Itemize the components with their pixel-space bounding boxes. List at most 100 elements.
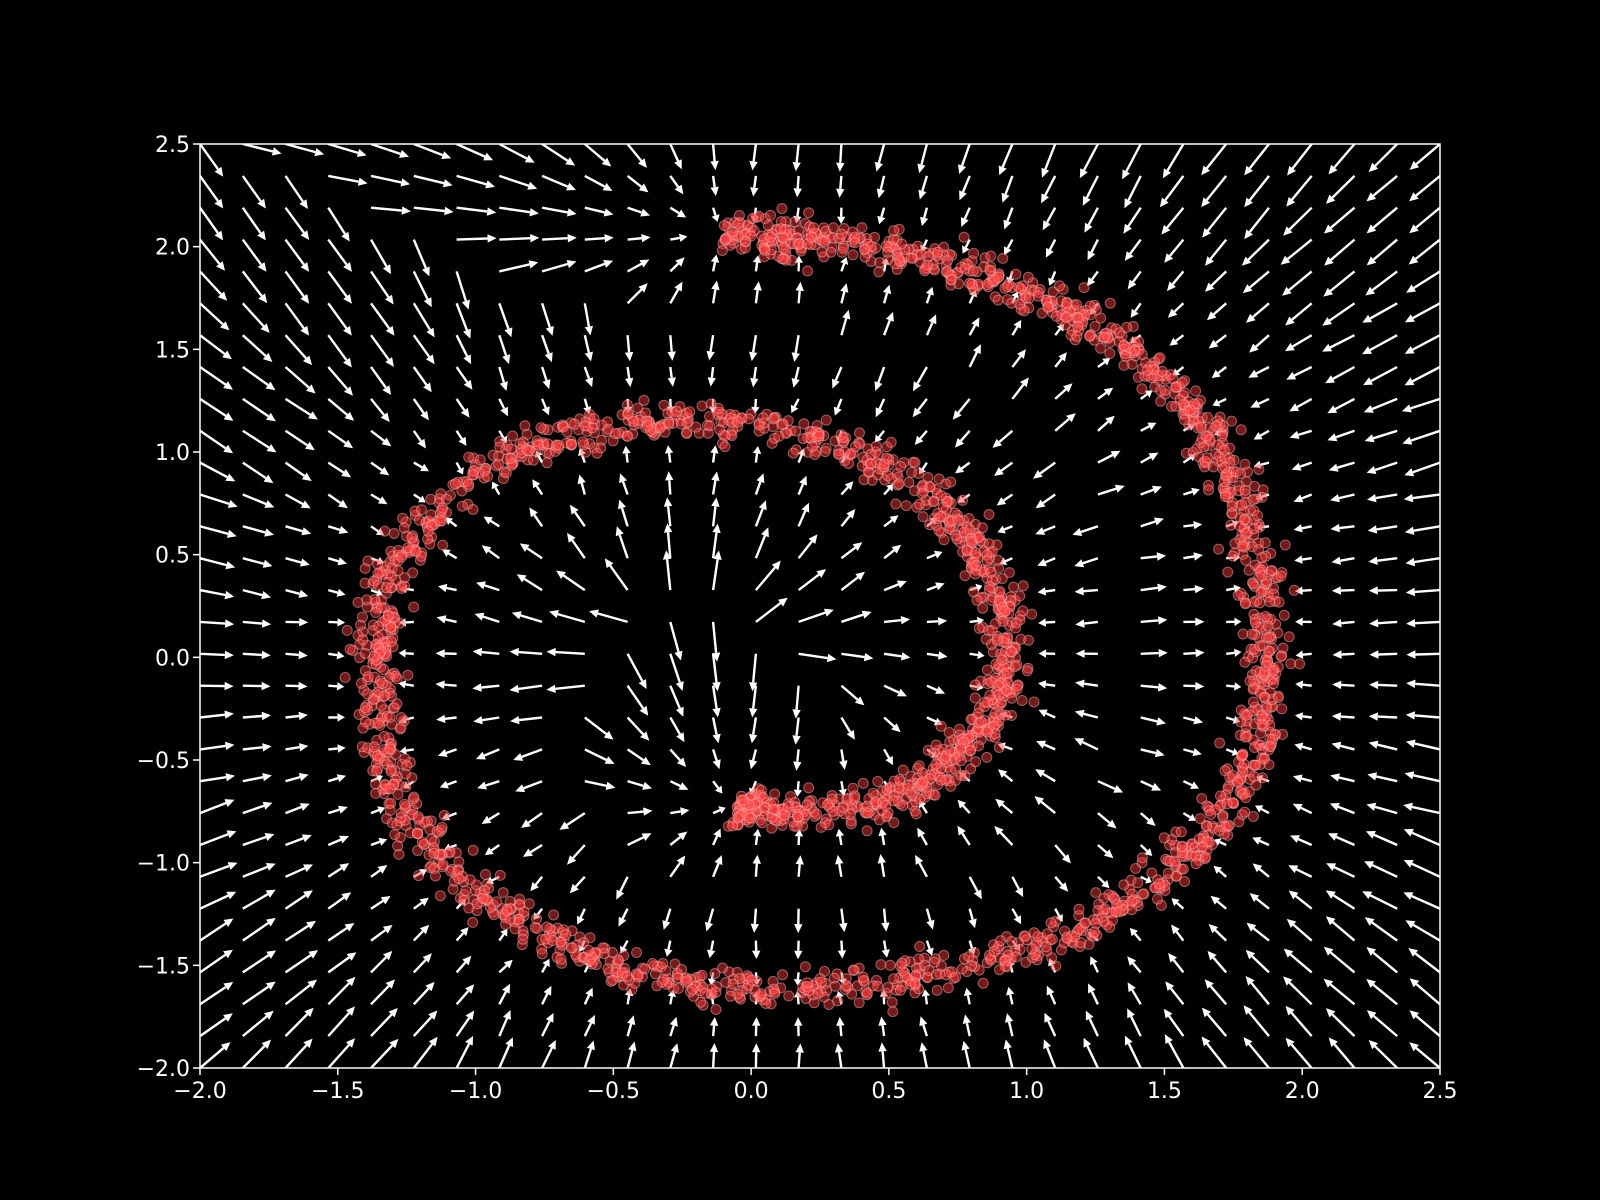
- scatter-point: [1196, 793, 1208, 804]
- quiver-arrow: [242, 743, 272, 752]
- quiver-arrow: [1079, 144, 1099, 179]
- quiver-arrow: [509, 647, 543, 657]
- scatter-point: [928, 496, 939, 508]
- quiver-arrow: [241, 238, 267, 272]
- quiver-arrow: [793, 781, 803, 797]
- quiver-arrow: [1182, 780, 1199, 789]
- scatter-point: [847, 964, 859, 976]
- scatter-point: [938, 534, 950, 546]
- quiver-arrow: [1403, 860, 1440, 878]
- quiver-arrow: [1035, 525, 1056, 535]
- scatter-point: [1166, 400, 1178, 412]
- quiver-arrow: [1323, 946, 1356, 974]
- scatter-point: [862, 800, 873, 812]
- quiver-arrow: [1332, 619, 1355, 628]
- quiver-arrow: [1250, 397, 1270, 408]
- scatter-point: [681, 975, 693, 987]
- scatter-point: [1001, 667, 1013, 679]
- scatter-point: [1120, 350, 1131, 362]
- scatter-point: [388, 528, 400, 539]
- quiver-arrow: [584, 144, 612, 167]
- scatter-point: [909, 457, 921, 469]
- quiver-arrow: [1037, 557, 1056, 567]
- scatter-point: [372, 717, 384, 729]
- scatter-point: [1179, 414, 1191, 426]
- scatter-point: [1006, 936, 1018, 947]
- scatter-point: [505, 443, 517, 455]
- scatter-point: [910, 808, 922, 820]
- quiver-arrow: [491, 481, 501, 496]
- quiver-arrow: [626, 144, 647, 168]
- quiver-arrow: [1330, 773, 1355, 783]
- quiver-arrow: [664, 940, 673, 957]
- scatter-point: [1258, 691, 1270, 703]
- scatter-point: [1098, 892, 1110, 904]
- quiver-arrow: [1368, 144, 1399, 173]
- quiver-arrow: [200, 619, 235, 628]
- quiver-arrow: [619, 473, 629, 495]
- quiver-arrow: [284, 493, 311, 509]
- quiver-arrow: [669, 1043, 679, 1068]
- quiver-arrow: [1074, 709, 1099, 719]
- quiver-arrow: [998, 144, 1014, 176]
- quiver-arrow: [1161, 206, 1185, 235]
- y-tick-label: 0.5: [155, 544, 190, 569]
- scatter-point: [681, 427, 692, 439]
- scatter-point: [767, 804, 779, 815]
- scatter-point: [984, 689, 996, 701]
- quiver-arrow: [455, 334, 472, 365]
- quiver-arrow: [754, 560, 781, 591]
- quiver-arrow: [669, 144, 682, 170]
- scatter-point: [1017, 605, 1029, 617]
- quiver-arrow: [1034, 796, 1056, 815]
- quiver-arrow: [1295, 712, 1312, 721]
- quiver-arrow: [670, 233, 688, 242]
- quiver-arrow: [1124, 1035, 1142, 1068]
- scatter-point: [769, 788, 781, 800]
- quiver-arrow: [200, 949, 233, 974]
- quiver-arrow: [669, 716, 685, 743]
- scatter-point: [930, 739, 942, 751]
- scatter-point: [857, 777, 869, 789]
- scatter-point: [1042, 301, 1054, 313]
- quiver-arrow: [992, 429, 1014, 448]
- quiver-arrow: [436, 615, 457, 624]
- quiver-arrow: [370, 1038, 399, 1068]
- quiver-arrow: [797, 502, 810, 527]
- scatter-point: [1106, 914, 1118, 926]
- quiver-arrow: [961, 207, 971, 227]
- scatter-point: [759, 244, 771, 256]
- scatter-point: [532, 439, 544, 451]
- scatter-point: [1225, 519, 1237, 531]
- quiver-arrow: [1325, 175, 1356, 204]
- scatter-point: [996, 654, 1008, 666]
- quiver-arrow: [1408, 238, 1440, 265]
- quiver-arrow: [1183, 716, 1204, 725]
- quiver-arrow: [511, 611, 543, 624]
- quiver-arrow: [1005, 1013, 1014, 1037]
- quiver-arrow: [200, 270, 228, 301]
- scatter-point: [897, 800, 909, 812]
- scatter-point: [1263, 759, 1275, 771]
- quiver-arrow: [1127, 1008, 1142, 1037]
- quiver-arrow: [1213, 865, 1227, 878]
- quiver-arrow: [540, 398, 550, 416]
- scatter-point: [1154, 352, 1166, 364]
- quiver-arrow: [284, 1038, 313, 1068]
- quiver-arrow: [794, 908, 803, 934]
- scatter-point: [1084, 330, 1095, 342]
- quiver-arrow: [1097, 450, 1121, 464]
- scatter-point: [992, 679, 1004, 691]
- quiver-arrow: [1366, 238, 1398, 266]
- scatter-point: [914, 793, 926, 805]
- quiver-arrow: [584, 748, 615, 764]
- quiver-arrow: [925, 314, 937, 336]
- quiver-arrow: [752, 1017, 761, 1037]
- scatter-point: [1188, 398, 1200, 410]
- quiver-arrow: [541, 1012, 554, 1037]
- scatter-point: [1133, 336, 1145, 348]
- scatter-point: [638, 394, 650, 406]
- scatter-point: [536, 948, 548, 960]
- quiver-arrow: [837, 940, 847, 959]
- scatter-point: [778, 253, 790, 265]
